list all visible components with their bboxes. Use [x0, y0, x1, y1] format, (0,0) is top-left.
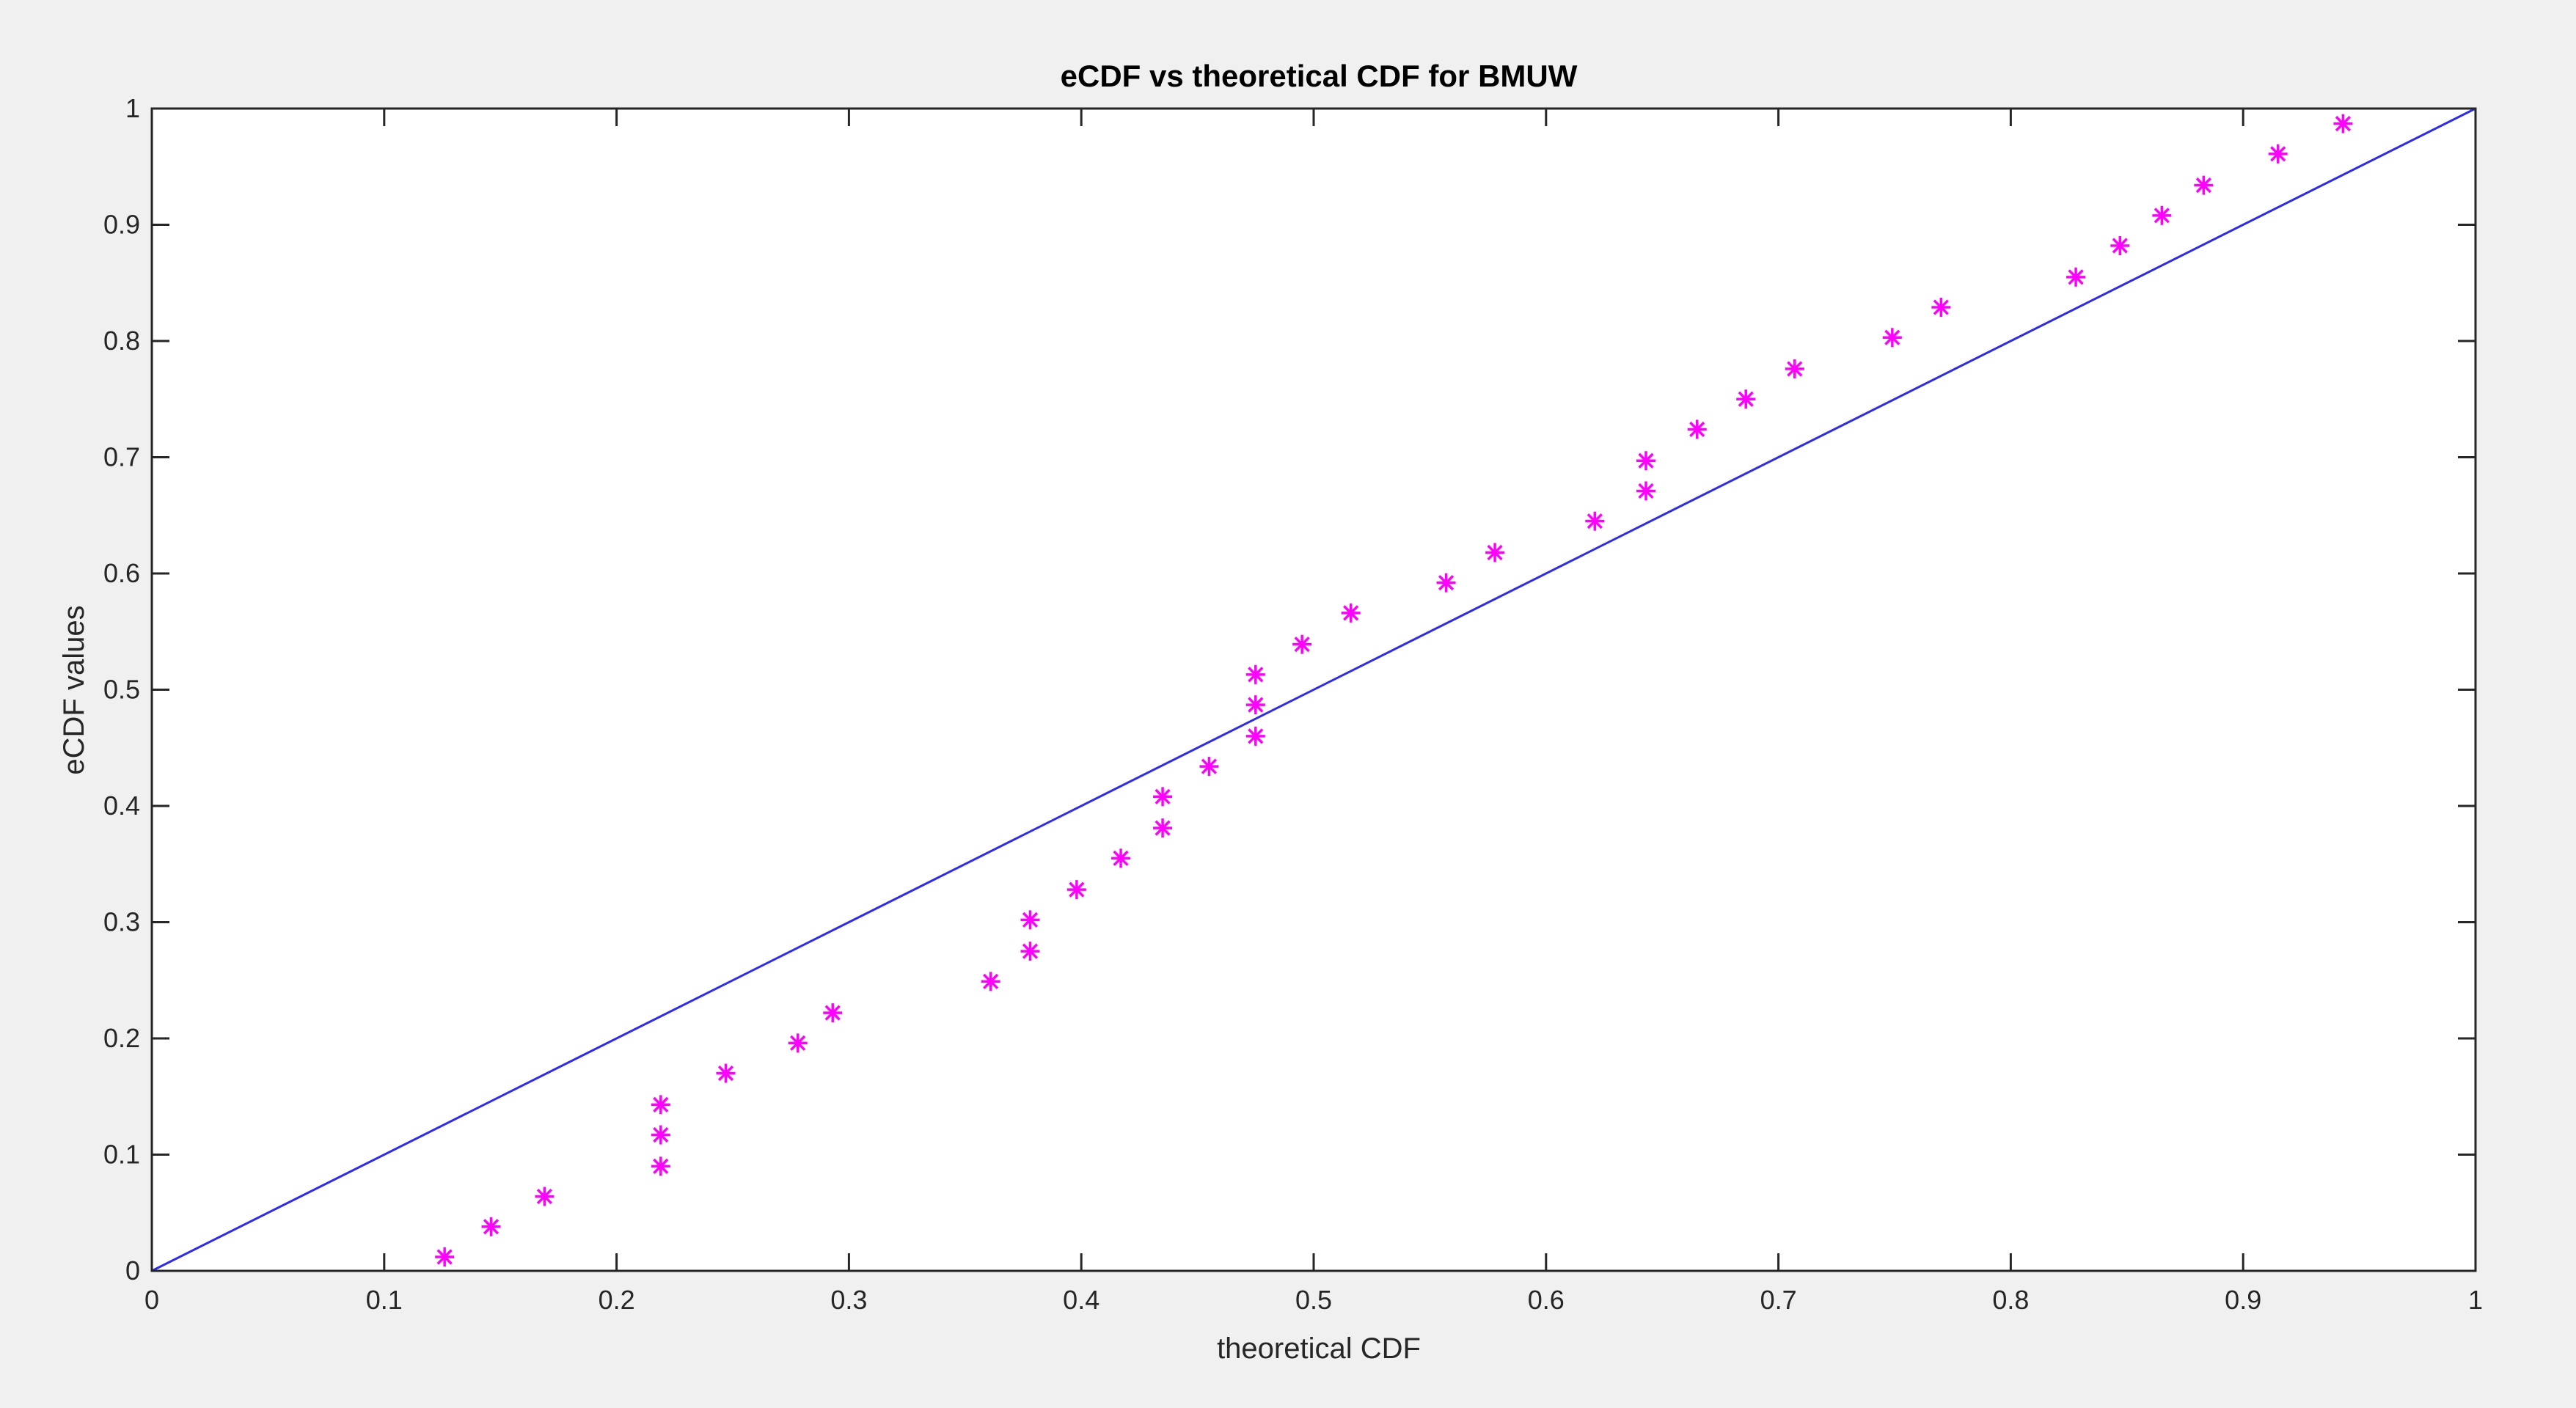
data-point	[716, 1063, 736, 1083]
data-point	[1636, 481, 1656, 501]
data-point	[651, 1095, 670, 1115]
y-tick-label: 0.6	[103, 558, 140, 588]
data-point	[651, 1125, 670, 1145]
x-tick-label: 0.9	[2225, 1285, 2261, 1315]
data-point	[2333, 114, 2353, 133]
data-point	[1341, 603, 1361, 623]
y-tick-label: 0.5	[103, 675, 140, 705]
y-tick-label: 0	[125, 1255, 140, 1286]
chart-title: eCDF vs theoretical CDF for BMUW	[1061, 59, 1578, 93]
y-tick-label: 0.4	[103, 791, 140, 821]
axes-frame	[150, 107, 2477, 1272]
data-point	[2152, 205, 2172, 225]
data-point	[788, 1033, 808, 1053]
reference-line	[151, 107, 2476, 1272]
data-point	[1111, 848, 1131, 868]
data-point	[1245, 695, 1265, 715]
data-point	[2066, 267, 2086, 287]
data-point	[2110, 236, 2130, 256]
x-axis-label: theoretical CDF	[1217, 1332, 1421, 1365]
x-tick-label: 0.2	[599, 1285, 635, 1315]
y-tick-label: 0.7	[103, 442, 140, 472]
data-point	[651, 1156, 670, 1176]
y-tick-label: 0.8	[103, 326, 140, 356]
data-point	[1153, 818, 1173, 838]
y-tick-label: 0.2	[103, 1023, 140, 1053]
data-point	[1020, 910, 1040, 930]
x-tick-label: 1	[2468, 1285, 2483, 1315]
data-point	[823, 1003, 843, 1023]
x-tick-label: 0.5	[1295, 1285, 1332, 1315]
data-point	[1736, 389, 1756, 409]
x-tick-label: 0.3	[830, 1285, 867, 1315]
data-point	[2268, 144, 2288, 164]
data-point	[435, 1247, 455, 1266]
x-tick-label: 0.8	[1992, 1285, 2029, 1315]
data-point	[535, 1187, 555, 1206]
data-point	[1153, 787, 1173, 807]
y-axis-label: eCDF values	[58, 605, 90, 774]
reference-line-layer	[151, 107, 2476, 1272]
scatter-marker-layer	[435, 114, 2353, 1266]
data-point	[1585, 511, 1605, 531]
x-tick-label: 0.1	[366, 1285, 403, 1315]
x-tick-label: 0.4	[1063, 1285, 1099, 1315]
data-point	[1485, 543, 1505, 562]
x-tick-label: 0.6	[1528, 1285, 1565, 1315]
data-point	[1292, 634, 1312, 654]
data-point	[1245, 664, 1265, 684]
data-point	[1636, 451, 1656, 471]
data-point	[1245, 726, 1265, 746]
data-point	[1020, 942, 1040, 961]
data-point	[1931, 298, 1951, 318]
y-tick-label: 0.3	[103, 907, 140, 937]
x-tick-label: 0.7	[1760, 1285, 1797, 1315]
data-point	[981, 972, 1000, 991]
data-point	[1066, 880, 1086, 900]
data-point	[1785, 359, 1804, 379]
y-tick-label: 0.9	[103, 210, 140, 240]
data-point	[2194, 175, 2214, 195]
data-point	[1882, 328, 1902, 348]
x-tick-label: 0	[144, 1285, 159, 1315]
y-tick-label: 0.1	[103, 1140, 140, 1170]
y-tick-label: 1	[125, 93, 140, 123]
data-point	[481, 1217, 501, 1236]
data-point	[1199, 757, 1219, 777]
tick-labels: 0 0.1 0.2 0.3 0.4 0.5 0.6 0.7 0.8 0.9 1 0 0.1 0.2 0.3 0…	[103, 93, 2483, 1315]
data-point	[1687, 419, 1707, 439]
data-point	[1436, 573, 1456, 593]
